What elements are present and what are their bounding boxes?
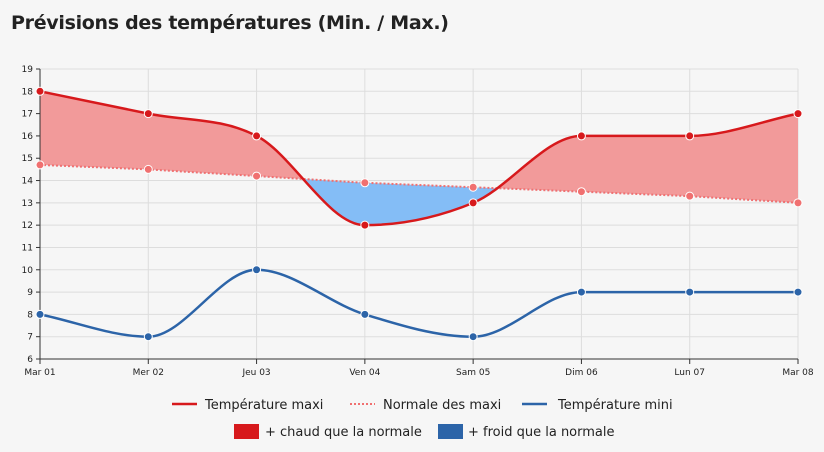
y-tick-label: 10 — [22, 266, 34, 276]
y-tick-label: 15 — [22, 154, 33, 164]
axes: 6 7 8 9 10 11 12 13 14 15 16 17 18 19 Mar 01 Mer 02 Jeu … — [22, 65, 814, 378]
normal-max-point — [252, 171, 262, 181]
y-tick-label: 9 — [27, 288, 33, 298]
max-temp-point — [576, 131, 586, 141]
min-temp-point — [576, 287, 586, 297]
y-tick-label: 11 — [22, 243, 33, 253]
x-tick-label: Dim 06 — [565, 368, 598, 378]
y-tick-label: 6 — [27, 355, 33, 365]
warmer-area — [40, 91, 798, 203]
normal-max-point — [35, 160, 45, 170]
max-temp-point — [685, 131, 695, 141]
legend-label-min: Température mini — [557, 398, 673, 413]
x-tick-label: Jeu 03 — [241, 368, 270, 378]
legend-label-colder: + froid que la normale — [468, 425, 615, 440]
max-temp-point — [35, 86, 45, 96]
series-lines — [39, 90, 799, 338]
min-temp-point — [793, 287, 803, 297]
max-temp-point — [252, 131, 262, 141]
legend-label-normal: Normale des maxi — [383, 398, 501, 413]
legend-label-warmer: + chaud que la normale — [265, 425, 422, 440]
min-temp-point — [685, 287, 695, 297]
min-temp-line — [39, 268, 798, 338]
y-tick-label: 13 — [22, 199, 33, 209]
x-tick-label: Mer 02 — [133, 368, 164, 378]
y-tick-label: 16 — [22, 132, 34, 142]
chart-title: Prévisions des températures (Min. / Max.… — [11, 12, 449, 34]
y-tick-label: 12 — [22, 221, 33, 231]
min-temp-point — [468, 332, 478, 342]
normal-max-line — [39, 163, 799, 204]
min-temp-point — [35, 309, 45, 319]
min-temp-point — [252, 265, 262, 275]
y-tick-label: 18 — [22, 87, 34, 97]
x-tick-label: Lun 07 — [674, 368, 705, 378]
y-tick-label: 17 — [22, 110, 33, 120]
max-temp-point — [143, 109, 153, 119]
max-temp-point — [468, 198, 478, 208]
normal-max-point — [685, 191, 695, 201]
legend-swatch-colder — [438, 424, 463, 439]
y-tick-label: 14 — [22, 177, 34, 187]
normal-max-point — [468, 182, 478, 192]
normal-max-point — [360, 178, 370, 188]
max-temp-line — [39, 90, 799, 227]
normal-max-point — [793, 198, 803, 208]
y-tick-label: 8 — [27, 310, 33, 320]
min-temp-point — [360, 309, 370, 319]
x-tick-label: Mar 08 — [782, 368, 814, 378]
y-tick-label: 19 — [22, 65, 34, 75]
min-temp-point — [143, 332, 153, 342]
max-temp-point — [793, 109, 803, 119]
data-points — [35, 86, 803, 342]
max-temp-point — [360, 220, 370, 230]
legend-swatch-warmer — [234, 424, 259, 439]
legend-label-max: Température maxi — [204, 398, 323, 413]
normal-max-point — [143, 164, 153, 174]
x-tick-label: Mar 01 — [24, 368, 55, 378]
legend: Température maxi Normale des maxi Tempér… — [172, 398, 673, 440]
x-tick-label: Sam 05 — [456, 368, 490, 378]
x-tick-label: Ven 04 — [349, 368, 380, 378]
y-tick-label: 7 — [27, 333, 33, 343]
normal-max-point — [576, 187, 586, 197]
deviation-areas — [40, 91, 798, 226]
